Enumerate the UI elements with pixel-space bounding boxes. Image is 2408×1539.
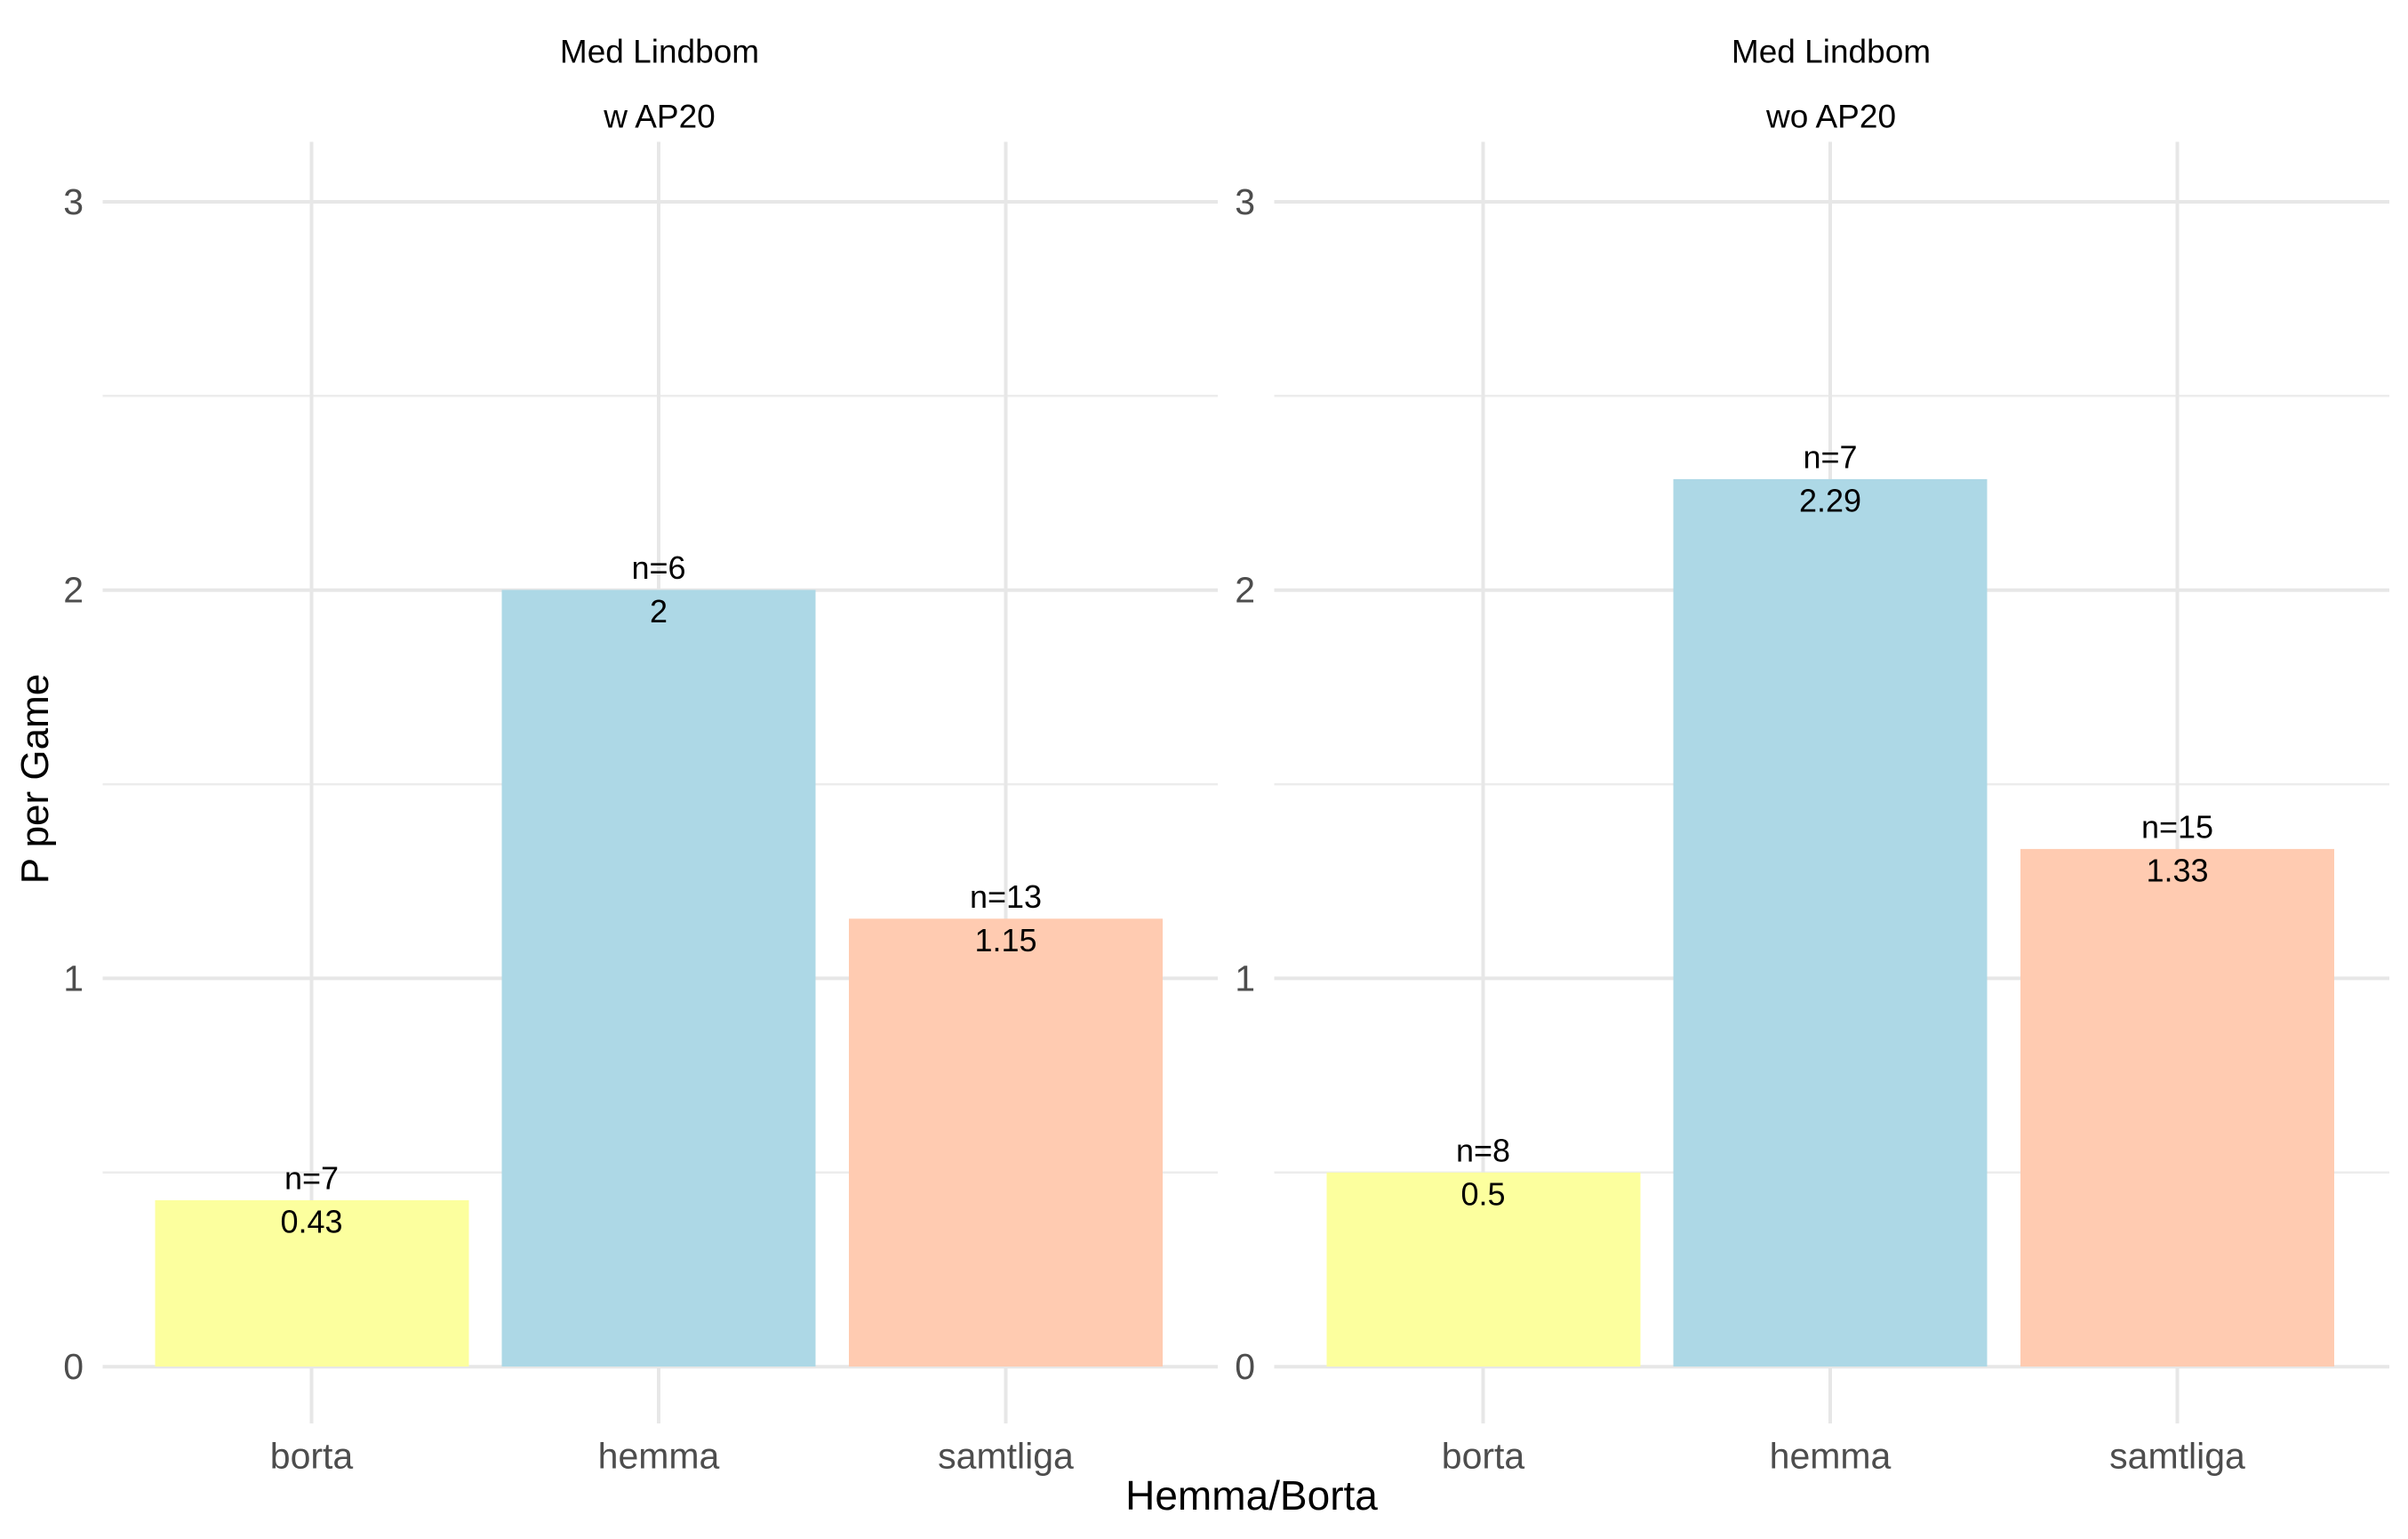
svg-text:samtliga: samtliga [938,1436,1074,1477]
svg-text:0: 0 [63,1346,84,1387]
svg-text:3: 3 [63,181,84,222]
svg-text:hemma: hemma [598,1436,720,1477]
svg-text:n=8: n=8 [1456,1132,1510,1168]
svg-text:P per Game: P per Game [13,674,57,884]
svg-text:Med Lindbom: Med Lindbom [1732,34,1931,70]
svg-text:samtliga: samtliga [2109,1436,2245,1477]
svg-text:hemma: hemma [1770,1436,1892,1477]
svg-text:borta: borta [1442,1436,1525,1477]
svg-text:n=7: n=7 [1803,438,1857,475]
svg-text:w AP20: w AP20 [603,99,715,135]
svg-text:2.29: 2.29 [1799,482,1861,518]
svg-text:2: 2 [63,570,84,611]
svg-text:0.5: 0.5 [1460,1175,1505,1212]
svg-text:0.43: 0.43 [280,1204,342,1240]
svg-text:Hemma/Borta: Hemma/Borta [1125,1472,1378,1519]
svg-text:Med Lindbom: Med Lindbom [560,34,759,70]
svg-text:0: 0 [1235,1346,1255,1387]
svg-text:1.15: 1.15 [974,922,1036,958]
svg-text:n=13: n=13 [970,878,1042,915]
svg-text:borta: borta [270,1436,354,1477]
svg-text:1: 1 [63,958,84,998]
svg-text:wo AP20: wo AP20 [1765,99,1896,135]
svg-text:3: 3 [1235,181,1255,222]
svg-text:n=6: n=6 [631,549,685,586]
svg-text:n=7: n=7 [284,1160,339,1197]
svg-text:1.33: 1.33 [2146,852,2208,888]
svg-text:n=15: n=15 [2141,808,2213,845]
svg-text:2: 2 [650,593,668,629]
svg-text:1: 1 [1235,958,1255,998]
svg-text:2: 2 [1235,570,1255,611]
